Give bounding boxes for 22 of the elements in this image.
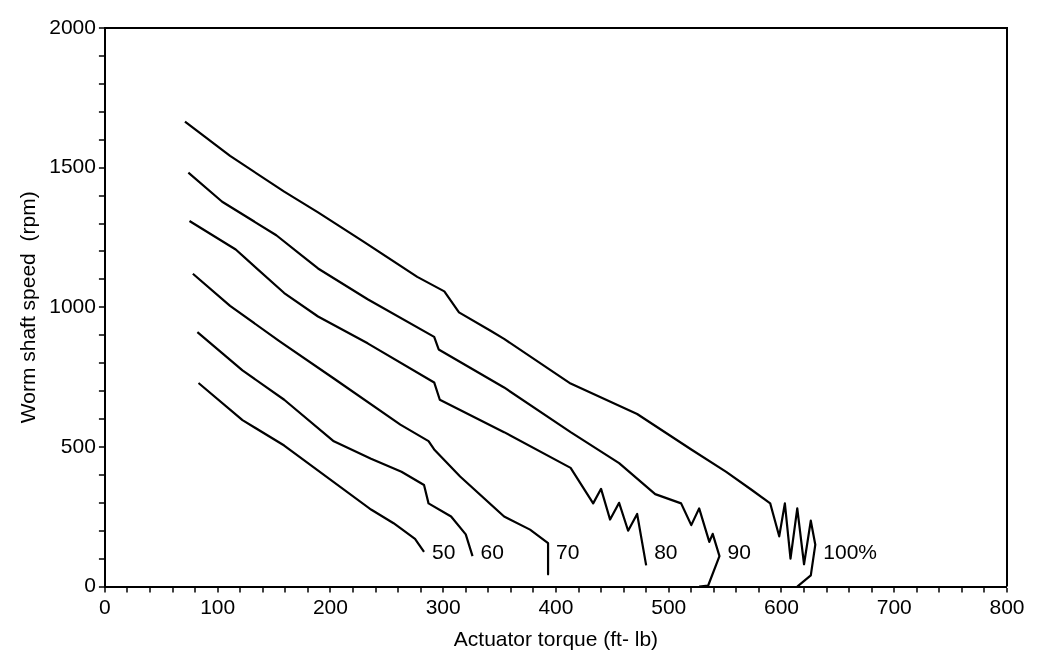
y-tick-label: 1500	[49, 154, 96, 178]
x-axis-title: Actuator torque (ft- lb)	[453, 627, 659, 651]
y-tick-label: 500	[60, 433, 96, 457]
x-tick-label: 0	[99, 595, 111, 618]
x-tick-label: 600	[763, 595, 799, 618]
x-tick-label: 800	[989, 595, 1025, 618]
x-tick-label: 700	[876, 595, 912, 618]
y-tick-label: 1000	[49, 294, 96, 318]
series-label: 90	[727, 539, 751, 563]
series-label: 100%	[823, 539, 878, 563]
x-tick-label: 300	[425, 595, 461, 618]
x-tick-label: 500	[651, 595, 687, 618]
series-label: 60	[480, 539, 504, 563]
y-tick-label: 2000	[49, 14, 96, 38]
x-tick-label: 200	[312, 595, 348, 618]
x-tick-label: 400	[538, 595, 574, 618]
series-label: 70	[556, 539, 580, 563]
x-tick-label: 100	[200, 595, 236, 618]
series-label: 80	[654, 539, 678, 563]
y-tick-label: 0	[84, 573, 96, 597]
series-label: 50	[432, 539, 456, 563]
y-axis-title: Worm shaft speed (rpm)	[16, 191, 40, 424]
